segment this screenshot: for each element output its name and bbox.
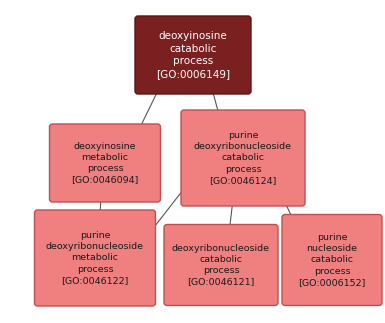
Text: purine
deoxyribonucleoside
catabolic
process
[GO:0046124]: purine deoxyribonucleoside catabolic pro…: [194, 131, 292, 185]
FancyBboxPatch shape: [282, 214, 382, 306]
Text: deoxyinosine
metabolic
process
[GO:0046094]: deoxyinosine metabolic process [GO:00460…: [71, 142, 139, 184]
Text: purine
nucleoside
catabolic
process
[GO:0006152]: purine nucleoside catabolic process [GO:…: [298, 233, 366, 287]
Text: deoxyribonucleoside
catabolic
process
[GO:0046121]: deoxyribonucleoside catabolic process [G…: [172, 244, 270, 286]
FancyBboxPatch shape: [50, 124, 161, 202]
FancyBboxPatch shape: [181, 110, 305, 206]
Text: deoxyinosine
catabolic
process
[GO:0006149]: deoxyinosine catabolic process [GO:00061…: [156, 31, 230, 78]
Text: purine
deoxyribonucleoside
metabolic
process
[GO:0046122]: purine deoxyribonucleoside metabolic pro…: [46, 231, 144, 285]
FancyBboxPatch shape: [164, 224, 278, 306]
FancyBboxPatch shape: [35, 210, 156, 306]
FancyBboxPatch shape: [135, 16, 251, 94]
